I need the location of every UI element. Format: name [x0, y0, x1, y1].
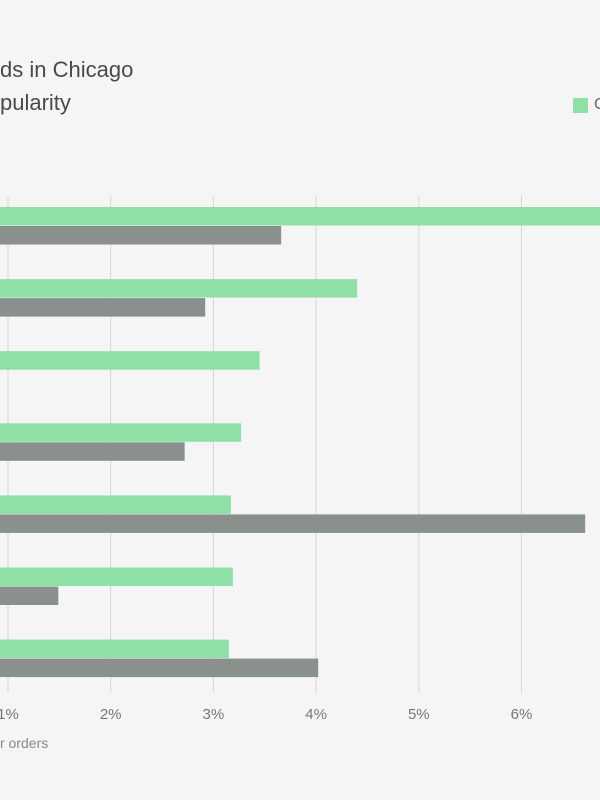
bar-series2-row1 — [0, 226, 282, 245]
x-tick-label-5: 6% — [511, 706, 533, 723]
x-axis-label: r orders — [0, 735, 48, 751]
bar-series1-row6 — [0, 567, 233, 586]
x-tick-label-4: 5% — [408, 706, 430, 723]
legend: C — [573, 96, 600, 114]
x-tick-label-0: 1% — [0, 706, 19, 723]
bar-series2-row5 — [0, 514, 586, 533]
chart-title: ds in Chicago — [0, 57, 134, 82]
bar-series2-row7 — [0, 658, 319, 678]
bar-series1-row7 — [0, 639, 229, 659]
x-tick-label-2: 3% — [203, 706, 225, 723]
bar-series1-row4 — [0, 423, 242, 442]
chart-subtitle: pularity — [0, 90, 71, 115]
bar-series2-row2 — [0, 298, 206, 317]
bar-series1-row1 — [0, 207, 600, 226]
bar-series2-row4 — [0, 442, 185, 461]
bar-series1-row5 — [0, 495, 231, 514]
legend-label: C — [594, 96, 600, 113]
bar-series1-row3 — [0, 351, 260, 370]
bar-series1-row2 — [0, 279, 358, 298]
bar-series2-row6 — [0, 586, 59, 605]
x-tick-label-1: 2% — [100, 706, 122, 723]
legend-swatch-green — [573, 97, 588, 113]
x-tick-label-3: 4% — [305, 706, 327, 723]
